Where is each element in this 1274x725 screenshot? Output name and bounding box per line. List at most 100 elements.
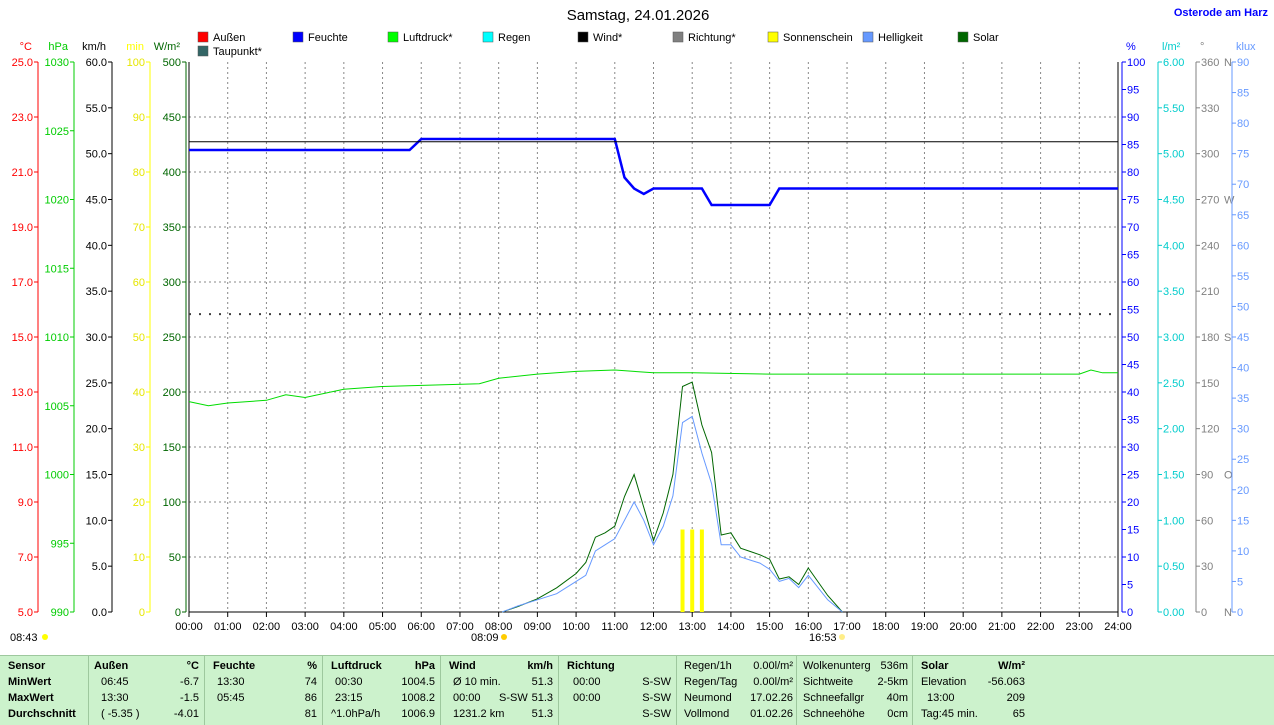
left-axis-tick-label: 995	[51, 538, 69, 550]
right-axis-tick-label: 70	[1237, 179, 1249, 191]
legend-swatch	[957, 31, 969, 43]
left-axis-unit: min	[126, 41, 144, 53]
col-wind: Wind km/h Ø 10 min. 51.3 00:00 S-SW 51.3 123…	[440, 656, 559, 725]
aussen-unit: °C	[186, 660, 199, 672]
cloudbase-value: 536m	[880, 660, 908, 672]
druck-unit: hPa	[414, 660, 435, 672]
left-axis-tick-label: 1000	[45, 470, 69, 482]
left-axis-tick-label: 23.0	[12, 112, 33, 124]
x-tick-label: 03:00	[291, 621, 319, 633]
right-axis-tick-label: 0.50	[1163, 561, 1184, 573]
right-axis-tick-label: 120	[1201, 424, 1219, 436]
right-axis-tick-label: 95	[1127, 85, 1139, 97]
x-tick-label: 06:00	[407, 621, 435, 633]
right-axis-tick-label: 50	[1237, 301, 1249, 313]
left-axis-tick-label: 90	[133, 112, 145, 124]
left-axis-unit: hPa	[48, 41, 68, 53]
left-axis-tick-label: 80	[133, 167, 145, 179]
richtung-max-value: S-SW	[642, 692, 671, 704]
legend-label: Helligkeit	[878, 32, 923, 44]
left-axis-tick-label: 350	[163, 222, 181, 234]
wind-max-time: 00:00	[453, 692, 481, 704]
x-tick-label: 17:00	[833, 621, 861, 633]
x-tick-label: 00:00	[175, 621, 203, 633]
plot-grid	[188, 62, 1119, 613]
right-axis-tick-label: 0	[1237, 607, 1243, 619]
richtung-max-time: 00:00	[573, 692, 601, 704]
col-feuchte: Feuchte% 13:30 74 05:45 86 81	[204, 656, 323, 725]
right-axis-tick-label: 4.50	[1163, 195, 1184, 207]
right-axis-tick-label: 90	[1201, 470, 1213, 482]
newmoon-label: Neumond	[684, 692, 732, 704]
right-axis-tick-label: 0	[1201, 607, 1207, 619]
left-axes: °C 5.0 7.0 9.0 11.0 13.0 15.0 17.0 19.0 21.0 23.0 2…	[12, 41, 187, 619]
x-tick-label: 02:00	[253, 621, 281, 633]
right-axis-tick-label: 75	[1237, 149, 1249, 161]
right-axis-tick-label: 10	[1127, 552, 1139, 564]
left-axis-tick-label: 25.0	[12, 57, 33, 69]
newmoon-value: 17.02.26	[750, 692, 793, 704]
elevation-value: -56.063	[987, 676, 1025, 688]
wind-avg10-label: Ø 10 min.	[453, 676, 501, 688]
x-axis: 00:00 01:00 02:00 03:00 04:00 05:00 06:00 07:00…	[175, 612, 1132, 633]
right-axis-unit: %	[1126, 41, 1136, 53]
x-tick-label: 04:00	[330, 621, 358, 633]
left-axis-tick-label: 1020	[45, 195, 69, 207]
x-tick-label: 21:00	[988, 621, 1016, 633]
right-axis-tick-label: 60	[1201, 515, 1213, 527]
col-druck: Luftdruck hPa 00:30 1004.5 23:15 1008.2 ^1.…	[322, 656, 441, 725]
feuchte-avg-value: 81	[304, 708, 317, 720]
right-axis-tick-label: 35	[1127, 415, 1139, 427]
left-axis-tick-label: 1025	[45, 126, 69, 138]
elevation-label: Elevation	[921, 676, 967, 688]
right-axis-tick-label: 60	[1127, 277, 1139, 289]
solar-avg-value: 65	[1012, 708, 1025, 720]
compass-label: W	[1224, 195, 1235, 207]
left-axis-tick-label: 50.0	[86, 149, 107, 161]
left-axis-tick-label: 0.0	[92, 607, 107, 619]
wind-header: Wind	[449, 660, 476, 672]
right-axis-tick-label: 5.00	[1163, 149, 1184, 161]
left-axis-tick-label: 70	[133, 222, 145, 234]
right-axis-tick-label: 75	[1127, 195, 1139, 207]
x-tick-label: 07:00	[446, 621, 474, 633]
x-tick-label: 20:00	[949, 621, 977, 633]
right-axis-tick-label: 1.50	[1163, 470, 1184, 482]
legend-swatch	[387, 31, 399, 43]
richtung-header: Richtung	[567, 660, 615, 672]
left-axis-tick-label: 0	[175, 607, 181, 619]
sensor-header: Sensor	[8, 660, 46, 672]
richtung-avg-value: S-SW	[642, 708, 671, 720]
wind-distance: 1231.2 km	[453, 708, 505, 720]
fullmoon-value: 01.02.26	[750, 708, 793, 720]
druck-trend: ^1.0hPa/h	[331, 708, 381, 720]
x-tick-label: 19:00	[911, 621, 939, 633]
x-tick-label: 08:00	[485, 621, 513, 633]
wind-max-dir: S-SW	[499, 692, 528, 704]
right-axis-tick-label: 300	[1201, 149, 1219, 161]
legend: Außen Taupunkt* Feuchte Luftdruck* Regen Wind…	[197, 31, 999, 58]
richtung-min-value: S-SW	[642, 676, 671, 688]
richtung-min-time: 00:00	[573, 676, 601, 688]
left-axis-tick-label: 20.0	[86, 424, 107, 436]
left-axis-tick-label: 450	[163, 112, 181, 124]
rain-day-label: Regen/Tag	[684, 676, 738, 688]
wind-unit: km/h	[527, 660, 553, 672]
right-axis-tick-label: 3.00	[1163, 332, 1184, 344]
druck-min-value: 1004.5	[401, 676, 435, 688]
legend-swatch	[292, 31, 304, 43]
feuchte-min-time: 13:30	[217, 676, 245, 688]
rain-1h-label: Regen/1h	[684, 660, 732, 672]
left-axis-tick-label: 300	[163, 277, 181, 289]
compass-label: N	[1224, 57, 1232, 69]
x-tick-label: 24:00	[1104, 621, 1132, 633]
right-axis-tick-label: 6.00	[1163, 57, 1184, 69]
legend-label: Solar	[973, 32, 999, 44]
right-axis-tick-label: 50	[1127, 332, 1139, 344]
col-cloud: Wolkenunterg 536m Sichtweite 2-5km Schneef…	[796, 656, 913, 725]
left-axis-tick-label: 35.0	[86, 286, 107, 298]
solar-max-value: 209	[1006, 692, 1025, 704]
x-tick-label: 12:00	[640, 621, 668, 633]
right-axis-tick-label: 25	[1237, 454, 1249, 466]
right-axis-tick-label: 20	[1127, 497, 1139, 509]
